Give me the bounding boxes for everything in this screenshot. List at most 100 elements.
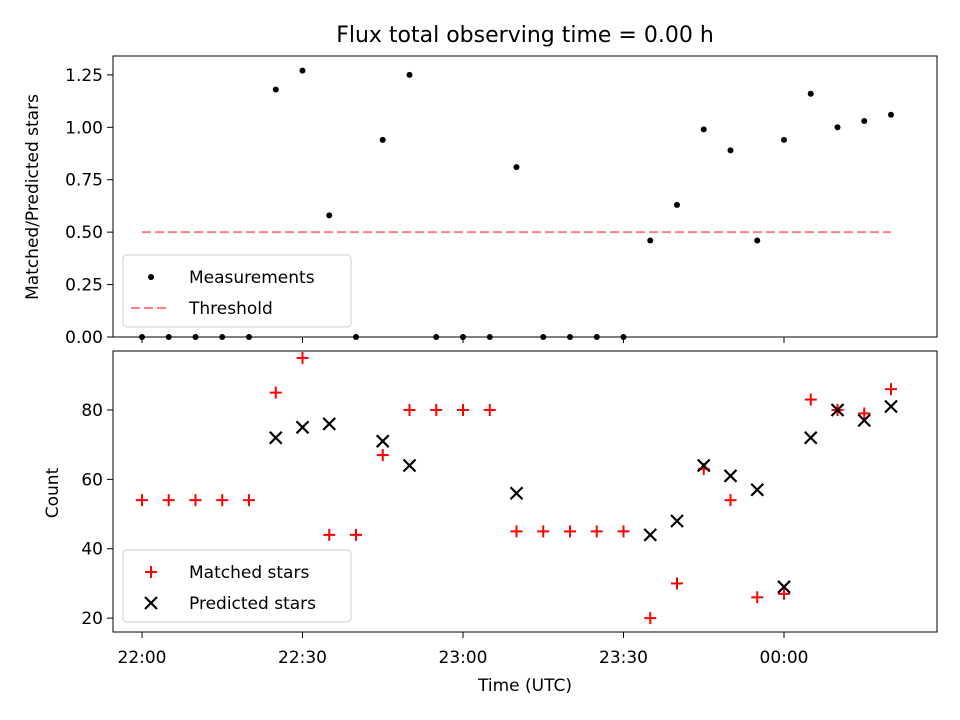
- matched-stars-point: [350, 528, 362, 541]
- measurement-point: [674, 201, 680, 208]
- y-tick-label: 0.00: [65, 328, 103, 348]
- measurement-point: [567, 334, 573, 340]
- predicted-stars-point: [830, 403, 845, 417]
- measurement-point: [406, 71, 413, 78]
- matched-stars-point: [644, 612, 657, 625]
- matched-stars-point: [323, 528, 336, 541]
- y-tick-label: 1.25: [65, 66, 103, 86]
- matched-stars-point: [778, 587, 790, 600]
- matched-stars-point: [617, 525, 630, 538]
- predicted-stars-point: [857, 413, 872, 428]
- legend-label: Threshold: [188, 299, 273, 319]
- predicted-stars-point: [750, 482, 765, 497]
- legend: Matched stars Predicted stars: [122, 549, 352, 623]
- predicted-stars-point: [509, 486, 524, 501]
- matched-stars-point: [216, 494, 229, 507]
- matched-stars-point: [243, 494, 255, 507]
- x-tick-label: 00:00: [760, 648, 809, 668]
- matched-stars-point: [751, 591, 764, 604]
- matched-stars-point: [376, 449, 389, 462]
- legend-x-marker: [144, 596, 158, 610]
- legend-box: [122, 254, 352, 328]
- measurement-point: [727, 147, 734, 154]
- y-tick-label: 40: [81, 540, 103, 560]
- matched-stars-point: [269, 386, 282, 399]
- measurement-point: [460, 334, 466, 340]
- matched-stars-point: [430, 403, 443, 416]
- measurement-point: [246, 334, 252, 340]
- bottom-panel: 20 40 60 80 22:00 22:30 23:00 23:30 00:00 Matched…: [81, 350, 938, 668]
- legend-plus-marker: [145, 566, 157, 578]
- measurement-point: [192, 334, 199, 340]
- measurement-point: [353, 334, 359, 340]
- predicted-stars-point: [643, 528, 658, 542]
- matched-stars-point: [537, 525, 550, 538]
- measurement-point: [299, 67, 306, 74]
- chart-title: Flux total observing time = 0.00 h: [336, 23, 714, 48]
- y-tick-label: 20: [81, 609, 103, 629]
- x-tick-label: 22:00: [118, 648, 167, 668]
- predicted-stars-point: [295, 420, 310, 435]
- measurement-point: [513, 164, 520, 171]
- predicted-stars-point: [884, 399, 898, 414]
- legend-label: Predicted stars: [189, 594, 316, 614]
- measurement-point: [700, 126, 707, 133]
- measurement-point: [888, 111, 894, 118]
- y-tick-label: 0.25: [65, 276, 103, 296]
- measurement-point: [433, 334, 440, 340]
- measurement-point: [593, 334, 600, 340]
- measurement-point: [379, 136, 386, 143]
- matched-stars-point: [162, 494, 175, 507]
- measurement-point: [861, 118, 868, 125]
- predicted-stars-point: [777, 580, 791, 594]
- matched-stars-point: [189, 494, 202, 507]
- predicted-stars-point: [375, 434, 390, 448]
- matched-stars-point: [804, 393, 817, 406]
- measurement-point: [807, 90, 814, 97]
- x-tick-label: 22:30: [278, 648, 327, 668]
- matched-stars-point: [483, 403, 496, 416]
- matched-stars-point: [564, 525, 576, 538]
- measurement-point: [620, 334, 627, 340]
- bottom-y-axis-label: Count: [43, 467, 63, 518]
- y-tick-label: 60: [81, 470, 103, 490]
- matched-stars-point: [403, 403, 416, 416]
- matched-stars-point: [724, 494, 737, 507]
- measurement-point: [834, 124, 841, 131]
- measurement-point: [165, 334, 172, 340]
- matched-stars-point: [858, 407, 871, 420]
- measurement-point: [219, 334, 226, 340]
- y-tick-label: 1.00: [65, 118, 103, 138]
- measurement-point: [781, 136, 787, 143]
- matched-stars-point: [457, 403, 469, 416]
- predicted-stars-point: [803, 430, 818, 445]
- y-tick-label: 0.75: [65, 171, 103, 191]
- measurement-point: [486, 334, 493, 340]
- plot-area-frame: [112, 350, 938, 633]
- matched-stars-point: [296, 351, 309, 364]
- legend-box: [122, 549, 352, 623]
- x-tick-label: 23:30: [599, 648, 648, 668]
- predicted-stars-point: [696, 458, 711, 473]
- matched-stars-point: [885, 383, 897, 396]
- legend: Measurements Threshold: [122, 254, 352, 328]
- top-y-axis-label: Matched/Predicted stars: [23, 94, 43, 300]
- top-panel: 0.00 0.25 0.50 0.75 1.00 1.25 Measurements Thre…: [65, 55, 938, 348]
- matched-stars-point: [136, 494, 148, 507]
- predicted-stars-point: [268, 430, 283, 445]
- measurement-point: [647, 237, 654, 244]
- predicted-stars-point: [723, 469, 738, 483]
- measurement-point: [540, 334, 547, 340]
- x-tick-label: 23:00: [439, 648, 488, 668]
- y-tick-label: 80: [81, 401, 103, 421]
- measurement-point: [139, 334, 145, 340]
- legend-dot-marker: [148, 274, 154, 280]
- plot-area-frame: [112, 55, 938, 338]
- measurement-point: [754, 237, 761, 244]
- predicted-stars-point: [402, 458, 417, 473]
- predicted-stars-point: [670, 514, 684, 528]
- matched-stars-point: [590, 525, 603, 538]
- y-tick-label: 0.50: [65, 223, 103, 243]
- matched-stars-point: [510, 525, 523, 538]
